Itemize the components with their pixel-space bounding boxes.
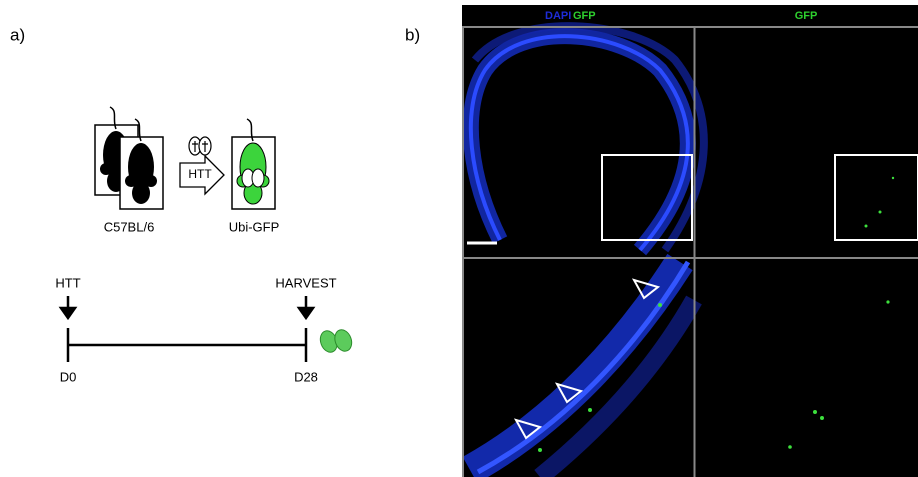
embryo-icon xyxy=(189,137,211,155)
timeline-end-event: HARVEST xyxy=(275,275,336,290)
panel-a: a) C57BL/6 HTT Ubi-GFP HTT HARVEST D0 D2… xyxy=(10,25,355,384)
recipient-label: Ubi-GFP xyxy=(229,219,280,234)
figure: a) C57BL/6 HTT Ubi-GFP HTT HARVEST D0 D2… xyxy=(0,0,918,477)
stain-label: DAPI xyxy=(545,10,571,22)
arrow-down xyxy=(61,296,75,318)
stain-label: GFP xyxy=(573,10,596,22)
panel-label: a) xyxy=(10,25,25,44)
timeline-start-day: D0 xyxy=(60,369,77,384)
panel-b: b) DAPI GFP GFP xyxy=(405,5,918,477)
timeline-end-day: D28 xyxy=(294,369,318,384)
donor-label: C57BL/6 xyxy=(104,219,155,234)
stain-label: GFP xyxy=(795,10,818,22)
timeline-start-event: HTT xyxy=(55,275,80,290)
arrow-down xyxy=(299,296,313,318)
panel-label: b) xyxy=(405,25,420,44)
procedure-label: HTT xyxy=(188,167,212,181)
harvested-embryo xyxy=(317,324,354,359)
